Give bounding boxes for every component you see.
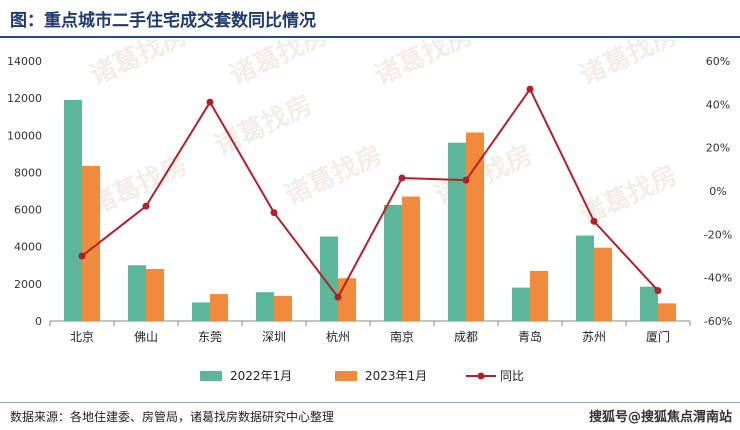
- bar-2022-jan: [384, 204, 402, 321]
- bar-2023-jan: [210, 294, 228, 321]
- yoy-point: [206, 98, 214, 106]
- bar-2023-jan: [530, 270, 548, 321]
- data-source-note: 数据来源：各地住建委、房管局，诸葛找房数据研究中心整理: [10, 410, 335, 424]
- legend-label: 2023年1月: [365, 369, 427, 383]
- x-category-label: 厦门: [646, 329, 670, 344]
- yoy-point: [398, 174, 406, 182]
- bar-layer: [64, 100, 676, 321]
- watermark-text: 诸葛找房: [225, 40, 332, 91]
- yoy-point: [142, 202, 150, 210]
- yoy-point: [270, 209, 278, 217]
- legend-label: 同比: [500, 369, 524, 383]
- x-category-label: 杭州: [326, 329, 350, 344]
- bar-2023-jan: [338, 278, 356, 321]
- legend-swatch: [200, 371, 222, 381]
- y-left-tick-label: 0: [35, 315, 42, 328]
- x-category-label: 苏州: [582, 330, 606, 344]
- y-left-tick-label: 2000: [14, 278, 42, 291]
- yoy-point: [526, 85, 534, 93]
- bar-2023-jan: [82, 165, 100, 321]
- bar-2022-jan: [256, 292, 274, 321]
- bar-2022-jan: [192, 302, 210, 321]
- y-left-tick-label: 12000: [7, 92, 42, 105]
- legend: 2022年1月 2023年1月 同比: [200, 369, 524, 383]
- x-category-label: 南京: [390, 329, 414, 344]
- x-category-label: 东莞: [198, 330, 222, 344]
- y-right-tick-label: 20%: [706, 142, 730, 155]
- y-left-tick-label: 10000: [7, 129, 42, 142]
- y-left-tick-label: 6000: [14, 204, 42, 217]
- yoy-line: [81, 87, 659, 300]
- y-left-tick-label: 8000: [14, 166, 42, 179]
- bar-2023-jan: [274, 295, 292, 321]
- watermark-layer: 诸葛找房诸葛找房诸葛找房诸葛找房诸葛找房诸葛找房诸葛找房诸葛找房诸葛找房: [85, 40, 682, 231]
- watermark-text: 诸葛找房: [85, 40, 192, 91]
- y-right-tick-label: 0%: [709, 185, 726, 198]
- legend-swatch: [335, 371, 357, 381]
- watermark-text: 诸葛找房: [280, 140, 387, 211]
- y-left-tick-label: 4000: [14, 241, 42, 254]
- y-right-tick-label: 40%: [706, 98, 730, 111]
- bar-2022-jan: [64, 100, 82, 321]
- bar-2022-jan: [320, 236, 338, 321]
- line-layer: [78, 85, 662, 301]
- y-left-tick-label: 14000: [7, 55, 42, 68]
- footer-divider: [0, 402, 740, 403]
- yoy-point: [78, 252, 86, 260]
- axes: 0 2000 4000 6000 8000 10000 12000 14000 -60% -40%…: [7, 55, 732, 344]
- bar-2023-jan: [146, 269, 164, 321]
- watermark-text: 诸葛找房: [575, 40, 682, 91]
- chart-area: 诸葛找房诸葛找房诸葛找房诸葛找房诸葛找房诸葛找房诸葛找房诸葛找房诸葛找房 0 20…: [7, 40, 732, 383]
- watermark-text: 诸葛找房: [210, 90, 317, 161]
- title-divider: [0, 36, 740, 38]
- yoy-point: [590, 217, 598, 225]
- yoy-point: [462, 176, 470, 184]
- y-right-tick-label: -20%: [704, 228, 732, 241]
- x-category-label: 佛山: [134, 330, 158, 344]
- x-category-label: 北京: [70, 330, 94, 344]
- y-right-tick-label: 60%: [706, 55, 730, 68]
- credit-label: 搜狐号@搜狐焦点渭南站: [588, 410, 732, 425]
- bar-2022-jan: [576, 235, 594, 321]
- bar-2022-jan: [640, 286, 658, 321]
- bar-2023-jan: [594, 247, 612, 321]
- x-category-label: 成都: [454, 330, 478, 344]
- watermark-text: 诸葛找房: [370, 40, 477, 91]
- yoy-point: [654, 287, 662, 295]
- bar-2022-jan: [128, 265, 146, 321]
- legend-label: 2022年1月: [230, 369, 292, 383]
- bar-2023-jan: [402, 196, 420, 321]
- legend-marker: [477, 372, 485, 380]
- yoy-point: [334, 293, 342, 301]
- x-category-label: 青岛: [518, 329, 542, 344]
- bar-2023-jan: [658, 303, 676, 321]
- bar-2022-jan: [512, 287, 530, 321]
- chart-title: 图：重点城市二手住宅成交套数同比情况: [10, 11, 316, 31]
- y-right-tick-label: -60%: [704, 315, 732, 328]
- bar-2022-jan: [448, 142, 466, 321]
- y-right-tick-label: -40%: [704, 272, 732, 285]
- bar-2023-jan: [466, 132, 484, 321]
- x-category-label: 深圳: [262, 330, 286, 344]
